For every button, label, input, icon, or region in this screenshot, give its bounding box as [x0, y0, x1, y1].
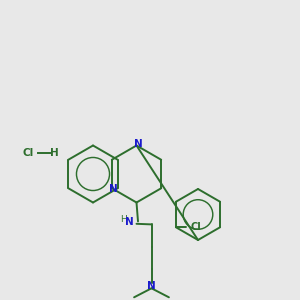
Text: Cl: Cl	[23, 148, 34, 158]
Text: N: N	[109, 184, 118, 194]
Text: N: N	[134, 139, 142, 149]
Text: N: N	[147, 281, 156, 291]
Text: H: H	[50, 148, 58, 158]
Text: N: N	[125, 217, 134, 227]
Text: Cl: Cl	[190, 222, 201, 232]
Text: H: H	[120, 215, 127, 224]
